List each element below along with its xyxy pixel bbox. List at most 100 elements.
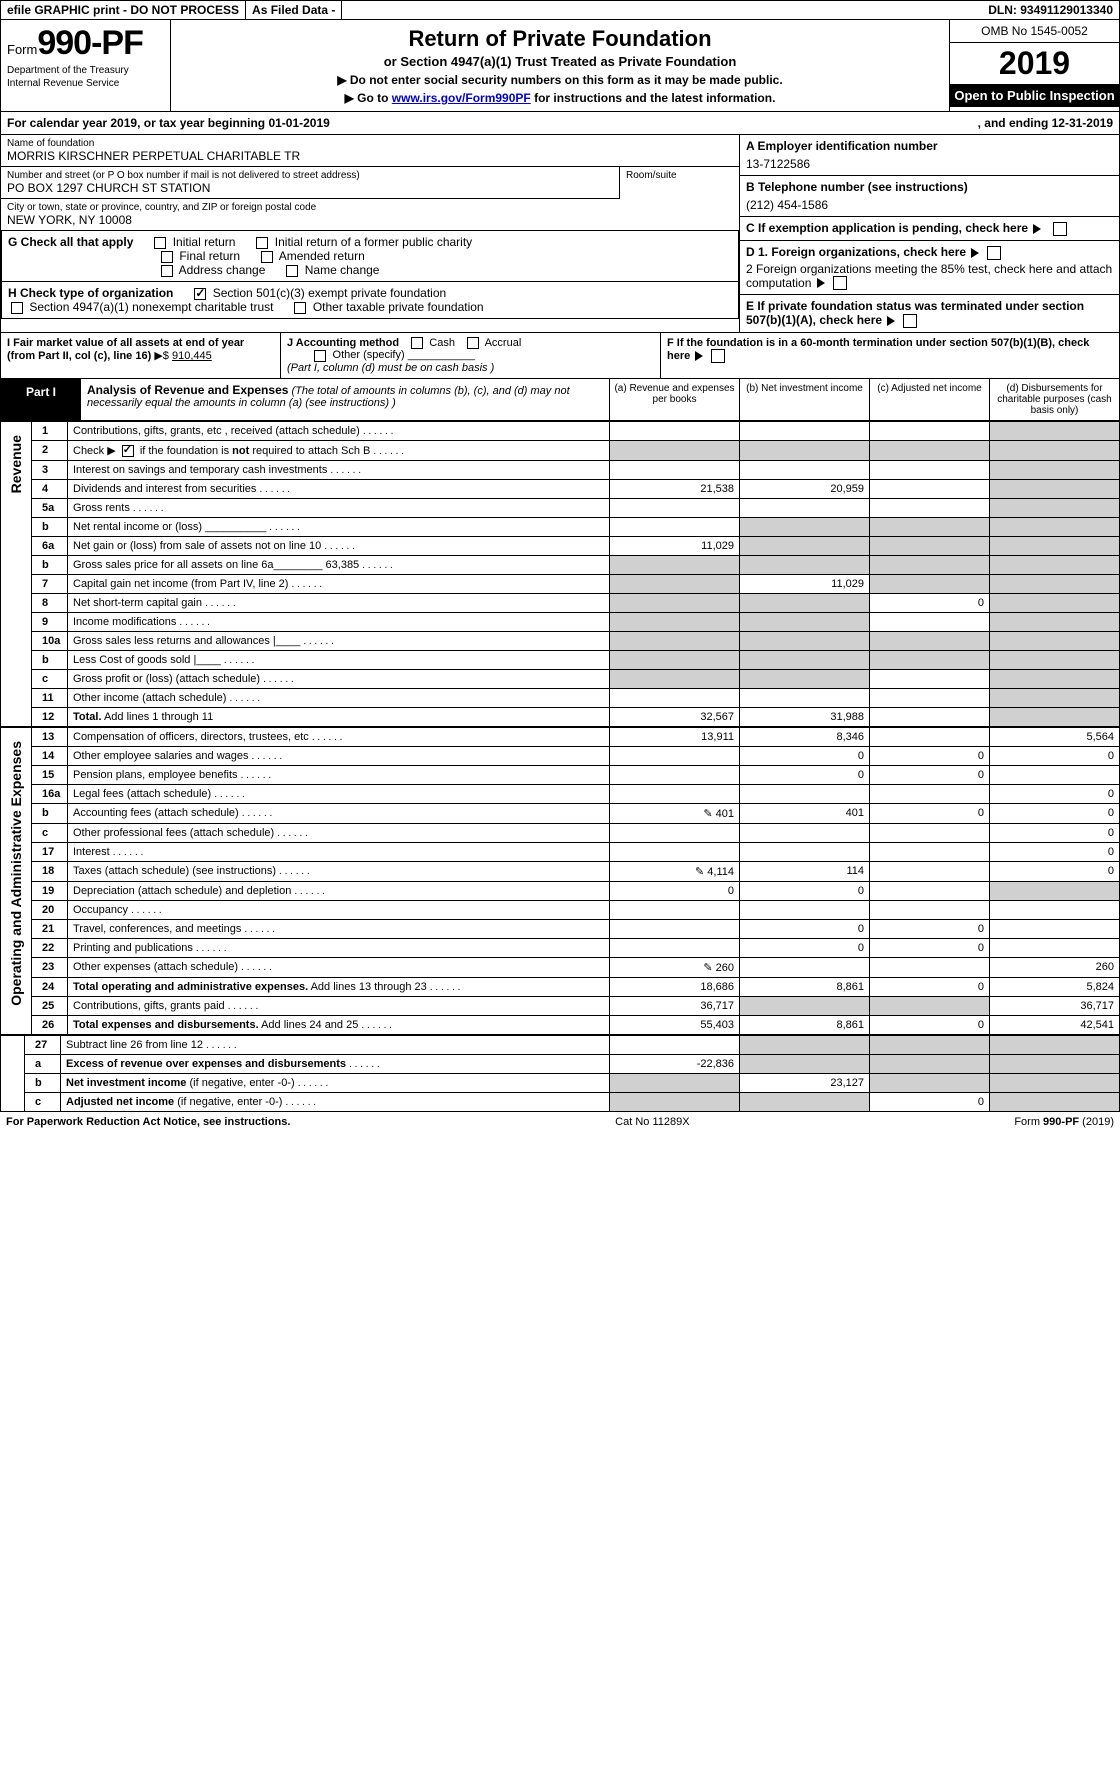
- cb-cash[interactable]: [411, 337, 423, 349]
- cell-c: [870, 881, 990, 900]
- row-desc: Income modifications . . . . . .: [68, 612, 610, 631]
- expenses-table: Operating and Administrative Expenses13C…: [0, 727, 1120, 1035]
- table-row: 21Travel, conferences, and meetings . . …: [1, 919, 1120, 938]
- cell-d: [990, 631, 1120, 650]
- cell-a: [610, 574, 740, 593]
- cell-c: [870, 861, 990, 881]
- row-desc: Pension plans, employee benefits . . . .…: [68, 765, 610, 784]
- part1-header: Part I Analysis of Revenue and Expenses …: [0, 379, 1120, 421]
- cb-accrual[interactable]: [467, 337, 479, 349]
- cell-b: 20,959: [740, 479, 870, 498]
- section-label: Operating and Administrative Expenses: [1, 727, 32, 1034]
- table-row: 22Printing and publications . . . . . .0…: [1, 938, 1120, 957]
- cell-a: [610, 669, 740, 688]
- calendar-row: For calendar year 2019, or tax year begi…: [0, 112, 1120, 135]
- irs-link[interactable]: www.irs.gov/Form990PF: [392, 91, 531, 105]
- row-num: 20: [32, 900, 68, 919]
- cell-c: [870, 517, 990, 536]
- cb-exemption-pending[interactable]: [1053, 222, 1067, 236]
- cell-c: 0: [870, 1015, 990, 1034]
- cell-a: [610, 900, 740, 919]
- cell-a: [610, 440, 740, 460]
- cell-d: [990, 612, 1120, 631]
- cell-b: 0: [740, 919, 870, 938]
- cb-85pct[interactable]: [833, 276, 847, 290]
- cell-d: 0: [990, 746, 1120, 765]
- row-desc: Interest . . . . . .: [68, 842, 610, 861]
- row-desc: Total operating and administrative expen…: [68, 977, 610, 996]
- cell-c: [870, 957, 990, 977]
- cell-d: [990, 650, 1120, 669]
- cb-status-terminated[interactable]: [903, 314, 917, 328]
- cell-c: [870, 574, 990, 593]
- row-num: b: [25, 1073, 61, 1092]
- top-bar: efile GRAPHIC print - DO NOT PROCESS As …: [0, 0, 1120, 20]
- table-row: 12Total. Add lines 1 through 1132,56731,…: [1, 707, 1120, 726]
- row-num: 24: [32, 977, 68, 996]
- attachment-icon[interactable]: ✎: [703, 962, 712, 974]
- cell-a: [610, 517, 740, 536]
- cell-a: -22,836: [610, 1054, 740, 1073]
- attachment-icon[interactable]: ✎: [695, 866, 704, 878]
- row-num: 21: [32, 919, 68, 938]
- cell-b: 11,029: [740, 574, 870, 593]
- cb-other-method[interactable]: [314, 350, 326, 362]
- cell-b: [740, 440, 870, 460]
- cell-b: [740, 842, 870, 861]
- table-row: bNet investment income (if negative, ent…: [1, 1073, 1120, 1092]
- form-title: Return of Private Foundation: [177, 26, 943, 52]
- cell-d: 0: [990, 842, 1120, 861]
- cb-4947a1[interactable]: [11, 302, 23, 314]
- dept-treasury: Department of the Treasury: [7, 65, 164, 76]
- cb-60-month[interactable]: [711, 349, 725, 363]
- cb-name-change[interactable]: [286, 265, 298, 277]
- cb-501c3[interactable]: [194, 288, 206, 300]
- cell-a: [610, 765, 740, 784]
- form-subtitle: or Section 4947(a)(1) Trust Treated as P…: [177, 54, 943, 69]
- g-row: G Check all that apply Initial return In…: [1, 231, 739, 282]
- cell-d: [990, 1054, 1120, 1073]
- row-num: a: [25, 1054, 61, 1073]
- cb-initial-return[interactable]: [154, 237, 166, 249]
- cell-a: [610, 842, 740, 861]
- row-desc: Printing and publications . . . . . .: [68, 938, 610, 957]
- header-right: OMB No 1545-0052 2019 Open to Public Ins…: [949, 20, 1119, 111]
- cell-c: [870, 842, 990, 861]
- cb-amended[interactable]: [261, 251, 273, 263]
- ein: 13-7122586: [746, 157, 1113, 171]
- attachment-icon[interactable]: ✎: [703, 808, 712, 820]
- row-num: 17: [32, 842, 68, 861]
- cell-b: [740, 536, 870, 555]
- cb-initial-former[interactable]: [256, 237, 268, 249]
- cell-c: [870, 900, 990, 919]
- cell-a: [610, 612, 740, 631]
- row-desc: Subtract line 26 from line 12 . . . . . …: [61, 1035, 610, 1054]
- cell-a: [610, 1092, 740, 1111]
- cell-b: [740, 631, 870, 650]
- cell-a: 55,403: [610, 1015, 740, 1034]
- row-num: 9: [32, 612, 68, 631]
- row-num: 1: [32, 421, 68, 440]
- fmv-value: 910,445: [172, 350, 212, 362]
- row-num: 10a: [32, 631, 68, 650]
- cb-address-change[interactable]: [161, 265, 173, 277]
- cb-final-return[interactable]: [161, 251, 173, 263]
- cell-c: 0: [870, 938, 990, 957]
- cell-a: [610, 1035, 740, 1054]
- cell-b: [740, 669, 870, 688]
- row-desc: Net gain or (loss) from sale of assets n…: [68, 536, 610, 555]
- cell-b: 114: [740, 861, 870, 881]
- cell-d: [990, 460, 1120, 479]
- cell-a: [610, 555, 740, 574]
- col-a-header: (a) Revenue and expenses per books: [609, 379, 739, 420]
- row-num: 18: [32, 861, 68, 881]
- open-public: Open to Public Inspection: [950, 84, 1119, 107]
- col-d-header: (d) Disbursements for charitable purpose…: [989, 379, 1119, 420]
- cell-a: 0: [610, 881, 740, 900]
- cb-foreign-org[interactable]: [987, 246, 1001, 260]
- cell-c: [870, 440, 990, 460]
- cb-other-taxable[interactable]: [294, 302, 306, 314]
- cell-b: [740, 996, 870, 1015]
- table-row: aExcess of revenue over expenses and dis…: [1, 1054, 1120, 1073]
- cell-c: [870, 1073, 990, 1092]
